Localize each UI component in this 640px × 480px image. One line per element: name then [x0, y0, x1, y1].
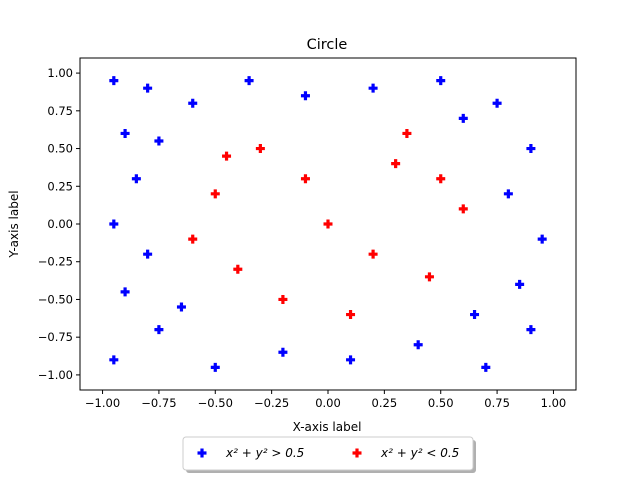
inside-point [222, 151, 232, 161]
outside-point [131, 174, 141, 184]
y-tick-label: −0.25 [38, 255, 73, 269]
legend-marker-inside [352, 448, 362, 458]
outside-point [537, 234, 547, 244]
outside-point [143, 249, 153, 259]
inside-point [300, 174, 310, 184]
outside-point [526, 325, 536, 335]
outside-point [143, 83, 153, 93]
outside-point [436, 76, 446, 86]
legend-box [182, 436, 474, 471]
inside-point [402, 128, 412, 138]
y-tick-label: 0.50 [47, 142, 73, 156]
points-layer [109, 76, 547, 372]
chart-title: Circle [307, 37, 348, 53]
inside-point [188, 234, 198, 244]
outside-point [278, 347, 288, 357]
inside-point [436, 174, 446, 184]
legend: x² + y² > 0.5 x² + y² < 0.5 [182, 436, 476, 473]
inside-point [368, 249, 378, 259]
inside-point [255, 144, 265, 154]
outside-point [515, 279, 525, 289]
inside-point [391, 159, 401, 169]
outside-point [109, 355, 119, 365]
outside-point [120, 128, 130, 138]
outside-point [526, 144, 536, 154]
x-tick-label: 0.00 [315, 396, 341, 410]
outside-point [120, 287, 130, 297]
x-tick-label: −0.75 [141, 396, 176, 410]
outside-point [492, 98, 502, 108]
outside-point [244, 76, 254, 86]
x-tick-label: 0.75 [484, 396, 510, 410]
y-tick-label: 0.00 [47, 217, 73, 231]
outside-point [503, 189, 513, 199]
outside-point [413, 340, 423, 350]
inside-point [278, 294, 288, 304]
legend-plus-icon [197, 448, 207, 458]
inside-point [424, 272, 434, 282]
x-tick-label: −1.00 [85, 396, 120, 410]
inside-point [458, 204, 468, 214]
inside-point [323, 219, 333, 229]
y-tick-label: −0.50 [38, 292, 73, 306]
outside-point [300, 91, 310, 101]
inside-point [233, 264, 243, 274]
y-tick-label: 1.00 [47, 66, 73, 80]
inside-point [210, 189, 220, 199]
y-tick-label: −0.75 [38, 330, 73, 344]
x-tick-label: −0.50 [198, 396, 233, 410]
y-tick-label: 0.75 [47, 104, 73, 118]
y-axis-label: Y-axis label [7, 190, 21, 258]
y-axis-ticks: −1.00 −0.75 −0.50 −0.25 0.00 0.25 0.50 0.75 1.00 [38, 66, 80, 382]
outside-point [458, 113, 468, 123]
outside-point [470, 310, 480, 320]
legend-plus-icon [352, 448, 362, 458]
y-tick-label: 0.25 [47, 179, 73, 193]
outside-point [481, 362, 491, 372]
outside-point [154, 136, 164, 146]
x-axis-label: X-axis label [293, 420, 362, 434]
outside-point [109, 76, 119, 86]
legend-label-outside: x² + y² > 0.5 [225, 446, 304, 460]
x-tick-label: 0.50 [428, 396, 454, 410]
y-tick-label: −1.00 [38, 368, 73, 382]
x-tick-label: 1.00 [541, 396, 567, 410]
outside-point [176, 302, 186, 312]
outside-point [109, 219, 119, 229]
x-axis-ticks: −1.00 −0.75 −0.50 −0.25 0.00 0.25 0.50 0.75 1.00 [85, 390, 566, 410]
legend-marker-outside [197, 448, 207, 458]
legend-label-inside: x² + y² < 0.5 [380, 446, 459, 460]
x-tick-label: 0.25 [372, 396, 398, 410]
outside-point [346, 355, 356, 365]
outside-point [188, 98, 198, 108]
outside-point [154, 325, 164, 335]
outside-point [210, 362, 220, 372]
inside-point [346, 310, 356, 320]
x-tick-label: −0.25 [254, 396, 289, 410]
outside-point [368, 83, 378, 93]
